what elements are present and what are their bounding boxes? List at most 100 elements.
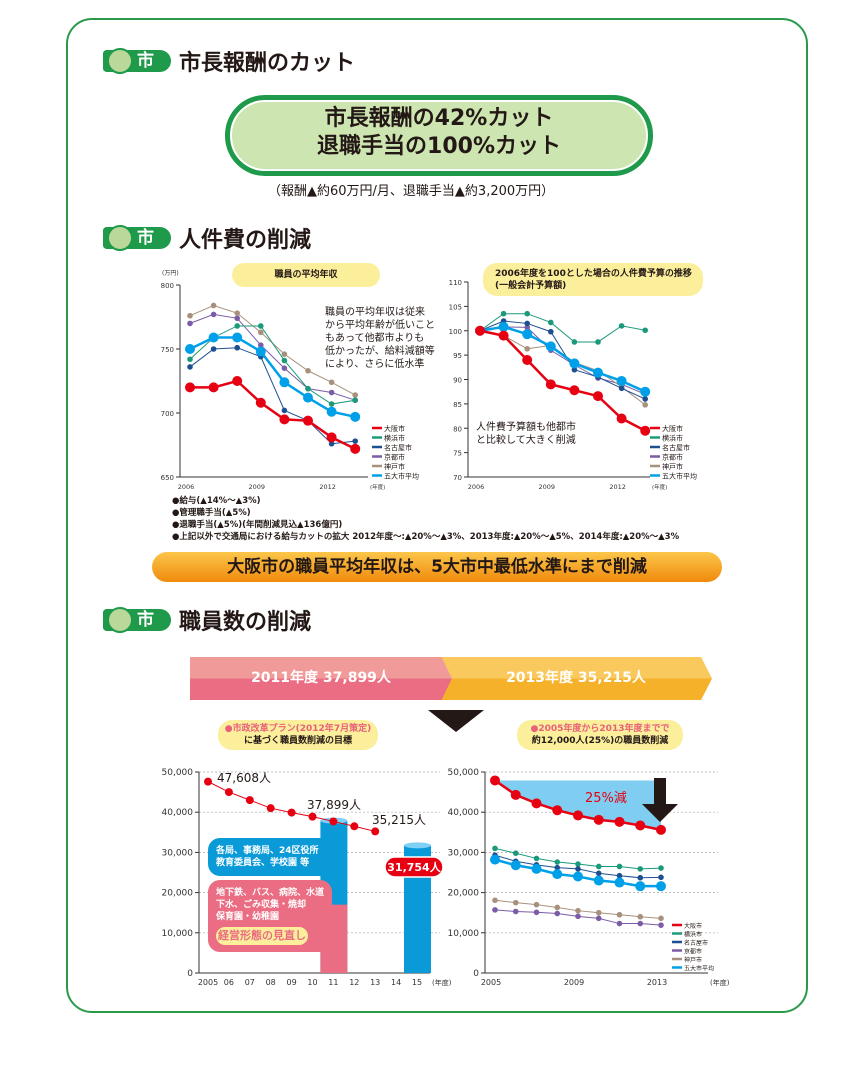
data-point-kobe [658, 915, 664, 922]
data-point-yokohama [571, 339, 578, 345]
data-point-osaka [266, 804, 275, 813]
label-2015-target: 31,754人 [387, 860, 441, 874]
y-tick-label: 85 [453, 401, 462, 409]
data-point-kobe [328, 379, 335, 386]
legend-label: 神戸市 [684, 956, 702, 964]
data-point-yokohama [618, 323, 625, 329]
data-point-kyoto [533, 909, 540, 916]
data-point-kobe [352, 392, 359, 398]
data-point-average [490, 854, 500, 865]
label-2011-staff: 37,899人 [307, 798, 361, 812]
x-tick-label: 2005 [481, 978, 501, 987]
data-point-yokohama [524, 310, 530, 317]
data-point-osaka [510, 789, 521, 800]
chart-annotation: により、さらに低水準 [325, 357, 424, 370]
data-point-kobe [512, 899, 519, 906]
data-point-kyoto [281, 365, 288, 372]
data-point-osaka [640, 425, 651, 436]
y-tick-label: 0 [473, 969, 479, 979]
data-point-average [616, 375, 627, 386]
y-tick-label: 100 [449, 328, 462, 336]
mayor-cut-line2: 退職手当の100%カット [317, 134, 561, 159]
data-point-nagoya [210, 346, 217, 352]
data-point-average [498, 321, 509, 332]
data-point-osaka [326, 432, 337, 443]
note-item: ●管理職手当(▲5%) [172, 508, 251, 518]
y-tick-label: 750 [161, 346, 174, 354]
section-header-personnel-cost: 市 人件費の削減 [103, 225, 311, 253]
data-point-nagoya [187, 364, 193, 370]
chart-annotation: から平均年齢が低いこと [325, 318, 435, 331]
x-tick-label: 11 [328, 978, 338, 987]
data-point-osaka [614, 816, 625, 827]
legend-label: 名古屋市 [384, 443, 412, 452]
data-point-kyoto [575, 913, 581, 920]
data-point-osaka [350, 443, 361, 454]
chart-annotation: と比較して大きく削減 [476, 433, 576, 446]
data-point-kyoto [658, 922, 664, 928]
data-point-nagoya [524, 320, 530, 327]
section-header-staff: 市 職員数の削減 [103, 607, 311, 635]
data-point-nagoya [642, 396, 648, 402]
data-point-yokohama [352, 397, 359, 404]
data-point-kyoto [512, 908, 519, 915]
data-point-kobe [281, 351, 288, 357]
mayor-cut-line1: 市長報酬の42%カット [324, 106, 554, 131]
data-point-osaka [255, 397, 266, 408]
data-point-yokohama [258, 323, 264, 329]
x-tick-label: 2012 [319, 483, 336, 491]
legend-label: 名古屋市 [662, 443, 690, 452]
legend-label: 大阪市 [662, 424, 683, 433]
data-point-kyoto [524, 324, 530, 331]
chart-annotation: 低かったが、給料減額等 [325, 344, 435, 357]
data-point-nagoya [616, 872, 623, 879]
staff-2011-bar: 2011年度 37,899人 [190, 657, 452, 700]
data-point-nagoya [352, 438, 359, 444]
data-point-yokohama [328, 401, 335, 407]
data-point-nagoya [571, 366, 578, 373]
data-point-yokohama [595, 863, 602, 870]
y-tick-label: 0 [187, 969, 193, 979]
data-point-osaka [279, 414, 290, 425]
y-tick-label: 110 [449, 279, 462, 287]
data-point-osaka [573, 810, 583, 821]
legend-label: 大阪市 [684, 922, 702, 930]
chart1-title: 職員の平均年収 [232, 263, 380, 287]
reduction-label: 25%減 [585, 790, 627, 806]
data-point-nagoya [575, 866, 581, 872]
label-2005-staff: 47,608人 [217, 771, 271, 785]
chart-annotation: 職員の平均年収は従来 [325, 305, 425, 318]
data-point-kobe [187, 312, 193, 319]
x-tick-label: 2009 [539, 483, 556, 491]
data-point-osaka [329, 817, 338, 826]
data-point-osaka [245, 796, 254, 805]
data-point-yokohama [637, 866, 644, 872]
data-point-average [552, 869, 563, 880]
y-axis-label: (万円) [162, 270, 179, 277]
data-point-kyoto [616, 920, 623, 927]
data-point-average [531, 863, 542, 874]
y-tick-label: 80 [453, 425, 462, 433]
label-2013-staff: 35,215人 [372, 813, 426, 827]
data-point-average [522, 329, 533, 340]
data-point-kyoto [210, 311, 217, 318]
series-line-kobe [479, 330, 646, 406]
down-arrow-icon [642, 778, 678, 822]
data-point-osaka [498, 330, 509, 341]
data-point-kobe [595, 909, 602, 916]
y-tick-label: 40,000 [162, 808, 194, 818]
y-tick-label: 30,000 [448, 848, 480, 858]
data-point-kobe [533, 901, 540, 908]
summary-banner: 大阪市の職員平均年収は、5大市中最低水準にまで削減 [152, 552, 722, 582]
data-point-kyoto [234, 315, 240, 322]
x-axis-label: (年度) [652, 483, 667, 491]
mayor-cut-box: 市長報酬の42%カット 退職手当の100%カット [225, 95, 653, 176]
x-tick-label: 2006 [468, 483, 485, 491]
data-point-yokohama [187, 356, 193, 363]
data-point-osaka [593, 391, 603, 402]
legend-label: 神戸市 [384, 462, 405, 471]
x-tick-label: 15 [412, 978, 422, 987]
data-point-nagoya [281, 407, 288, 414]
x-axis-label: (年度) [370, 483, 385, 491]
